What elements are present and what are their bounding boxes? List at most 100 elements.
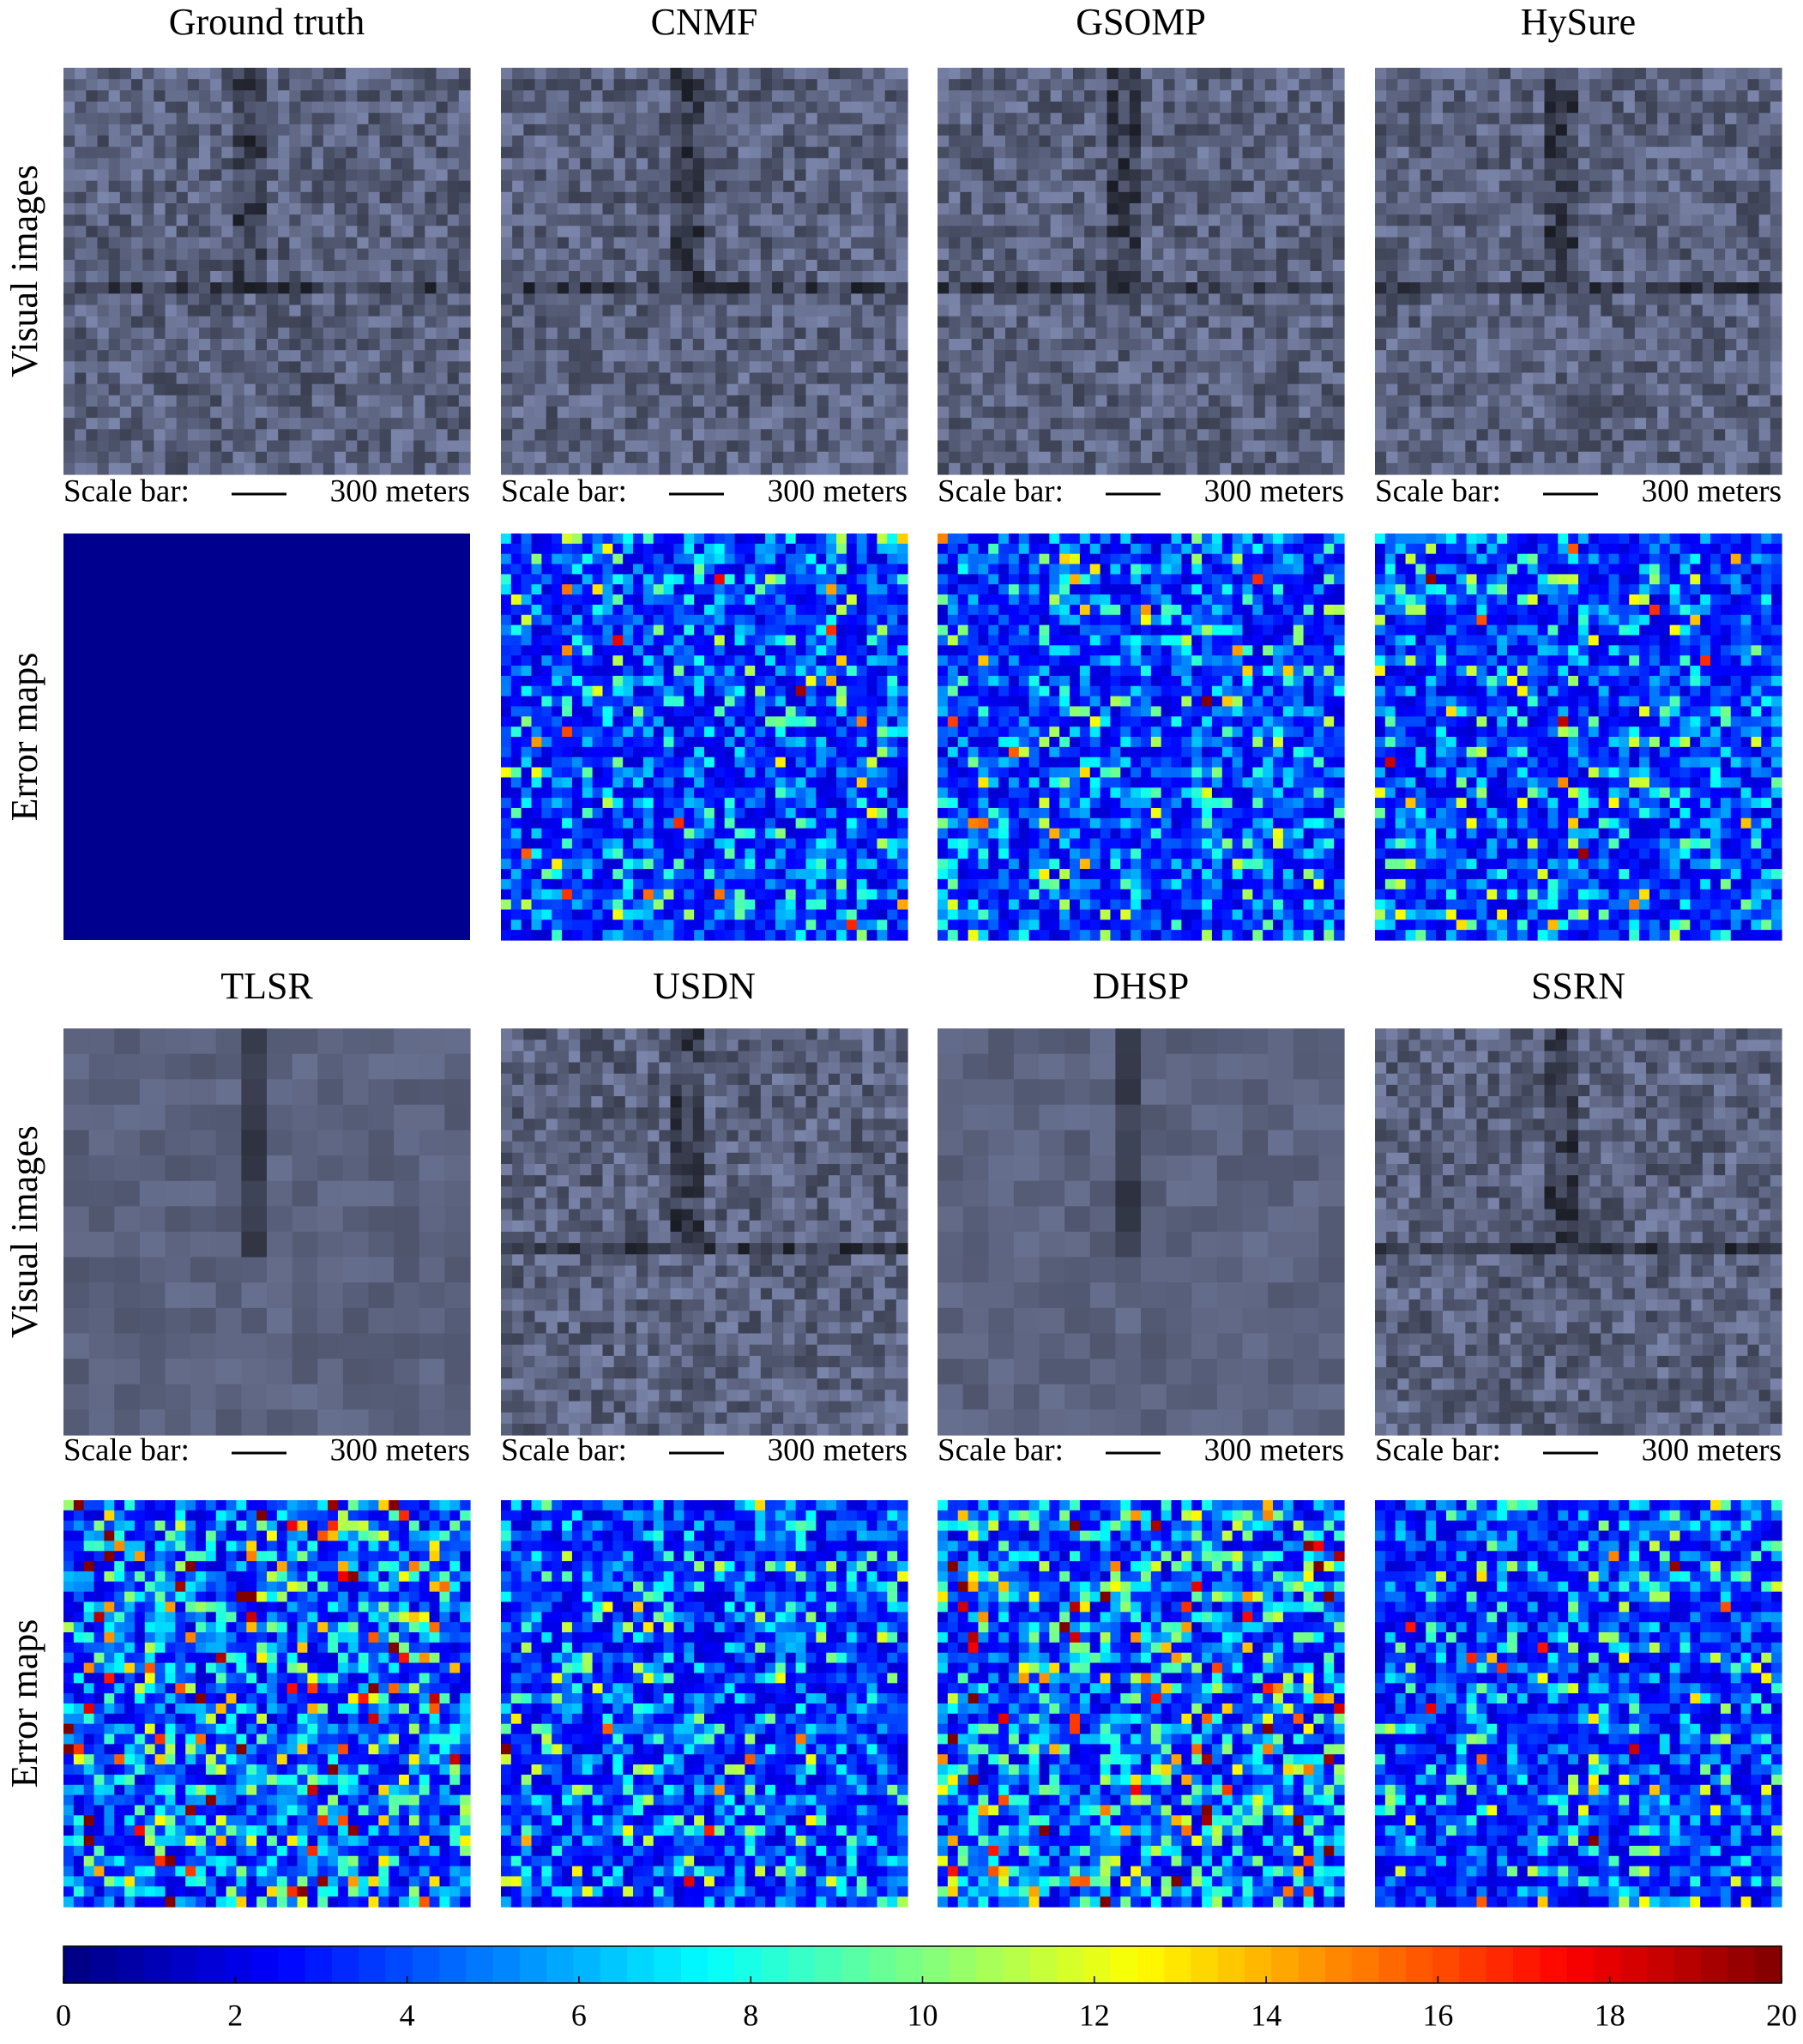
image-pixel [738, 101, 751, 114]
image-pixel [512, 440, 524, 453]
image-pixel [255, 316, 268, 329]
image-pixel [633, 878, 644, 890]
image-pixel [108, 418, 121, 430]
image-pixel [846, 859, 858, 870]
image-pixel [949, 112, 961, 125]
image-pixel [851, 462, 863, 475]
image-pixel [131, 237, 143, 250]
image-pixel [873, 429, 886, 442]
image-pixel [311, 259, 324, 272]
image-pixel [571, 716, 583, 727]
image-pixel [760, 90, 773, 103]
image-pixel [648, 90, 660, 103]
image-pixel [738, 383, 751, 396]
image-pixel [795, 534, 807, 545]
image-pixel [1039, 191, 1052, 204]
image-pixel [1118, 180, 1131, 193]
image-pixel [895, 214, 908, 226]
image-pixel [1095, 248, 1108, 261]
image-pixel [323, 79, 335, 91]
image-pixel [624, 124, 637, 136]
image-pixel [982, 90, 995, 103]
image-pixel [648, 191, 660, 204]
image-pixel [357, 226, 370, 238]
image-pixel [960, 112, 973, 125]
image-pixel [501, 757, 512, 769]
image-pixel [346, 293, 358, 306]
image-pixel [884, 440, 897, 453]
image-pixel [210, 462, 222, 475]
image-pixel [624, 304, 637, 317]
image-pixel [278, 462, 290, 475]
image-pixel [884, 327, 897, 340]
image-pixel [749, 339, 762, 351]
image-pixel [772, 293, 784, 306]
image-pixel [531, 543, 542, 555]
image-pixel [546, 180, 558, 193]
image-pixel [541, 787, 552, 799]
image-pixel [390, 383, 403, 396]
image-pixel [734, 706, 745, 717]
image-pixel [1095, 101, 1108, 114]
image-pixel [633, 675, 644, 687]
image-pixel [210, 259, 222, 272]
image-pixel [390, 169, 403, 182]
image-pixel [501, 339, 513, 351]
image-pixel [390, 372, 403, 385]
image-pixel [826, 574, 837, 585]
image-pixel [1163, 372, 1176, 385]
image-pixel [612, 848, 624, 859]
image-pixel [704, 158, 716, 171]
image-pixel [772, 282, 784, 294]
image-pixel [895, 361, 908, 374]
image-pixel [846, 727, 858, 738]
image-pixel [633, 757, 644, 769]
image-pixel [379, 429, 392, 442]
image-pixel [1129, 203, 1142, 215]
image-pixel [592, 889, 604, 901]
image-pixel [745, 838, 756, 849]
image-pixel [602, 259, 615, 272]
image-pixel [760, 259, 773, 272]
image-pixel [862, 158, 875, 171]
image-pixel [221, 191, 234, 204]
image-pixel [623, 594, 634, 606]
image-pixel [749, 282, 762, 294]
image-pixel [357, 191, 370, 204]
image-pixel [873, 180, 886, 193]
image-pixel [670, 407, 683, 419]
image-pixel [760, 407, 773, 419]
image-pixel [727, 316, 739, 329]
image-pixel [582, 716, 594, 727]
image-pixel [255, 293, 268, 306]
image-pixel [624, 214, 637, 226]
image-pixel [817, 90, 829, 103]
image-pixel [232, 293, 245, 306]
image-pixel [592, 737, 604, 748]
image-pixel [684, 838, 695, 849]
image-pixel [755, 635, 766, 646]
image-pixel [591, 248, 604, 261]
image-pixel [873, 124, 886, 136]
image-pixel [289, 112, 302, 125]
image-pixel [659, 124, 672, 136]
image-pixel [765, 777, 776, 788]
image-pixel [278, 203, 290, 215]
image-pixel [724, 777, 736, 788]
image-pixel [569, 237, 581, 250]
image-pixel [97, 395, 110, 407]
image-pixel [1005, 79, 1017, 91]
image-pixel [816, 869, 827, 880]
image-pixel [63, 534, 470, 940]
image-pixel [938, 259, 950, 272]
image-pixel [571, 645, 583, 656]
image-pixel [602, 645, 613, 656]
image-pixel [1163, 339, 1176, 351]
image-pixel [510, 534, 522, 545]
image-pixel [1174, 147, 1187, 159]
image-pixel [795, 919, 807, 931]
image-pixel [670, 101, 683, 114]
image-pixel [402, 407, 414, 419]
image-pixel [862, 180, 875, 193]
image-pixel [704, 584, 715, 595]
